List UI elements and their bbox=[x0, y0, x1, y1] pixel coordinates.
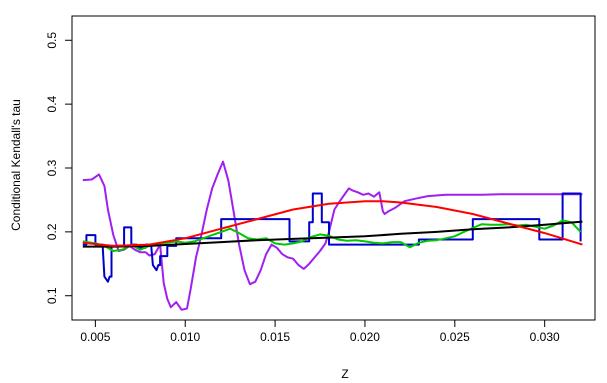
series-line-4 bbox=[82, 200, 583, 247]
y-axis-label: Conditional Kendall's tau bbox=[9, 99, 23, 231]
x-tick-label: 0.030 bbox=[530, 330, 560, 344]
x-tick-label: 0.025 bbox=[440, 330, 470, 344]
x-tick-label: 0.010 bbox=[170, 330, 200, 344]
y-axis: 0.1 0.2 0.3 0.4 0.5 bbox=[45, 32, 73, 304]
series-layer bbox=[82, 160, 583, 311]
series-line-3 bbox=[82, 220, 583, 248]
plot-frame bbox=[71, 15, 596, 321]
plot-area bbox=[71, 15, 596, 321]
y-tick-label: 0.5 bbox=[45, 32, 59, 49]
x-tick-label: 0.020 bbox=[350, 330, 380, 344]
series-line-0 bbox=[82, 160, 583, 311]
y-tick-label: 0.3 bbox=[45, 159, 59, 176]
x-axis: 0.005 0.010 0.015 0.020 0.025 0.030 bbox=[80, 319, 560, 344]
x-axis-label: Z bbox=[341, 367, 348, 381]
y-tick-label: 0.2 bbox=[45, 223, 59, 240]
x-tick-label: 0.015 bbox=[260, 330, 290, 344]
y-tick-label: 0.4 bbox=[45, 95, 59, 112]
x-tick-label: 0.005 bbox=[80, 330, 110, 344]
y-tick-label: 0.1 bbox=[45, 287, 59, 304]
